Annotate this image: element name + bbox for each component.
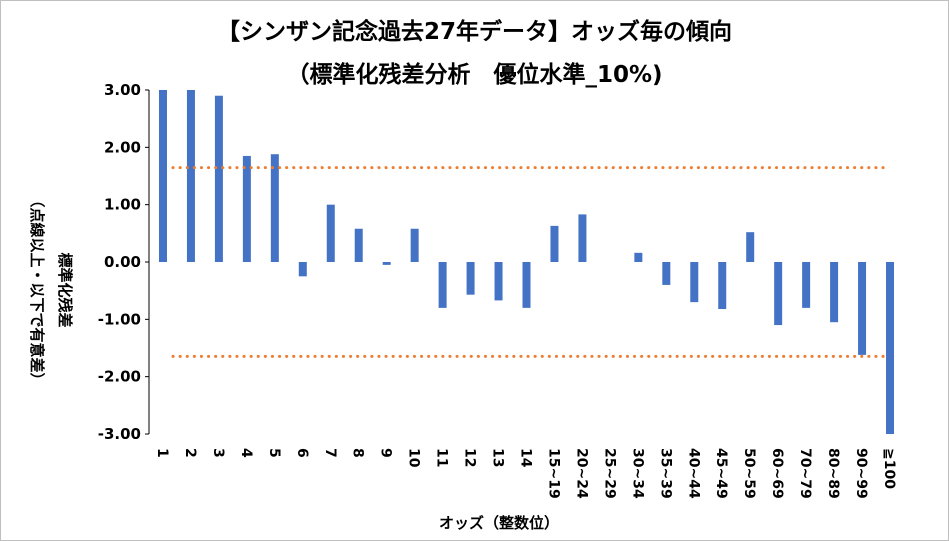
y-tick-label: -1.00 [98, 310, 141, 328]
bar-2 [186, 90, 195, 262]
x-tick-label: 12 [462, 448, 478, 467]
bars-group [158, 90, 895, 434]
y-tick-label: 2.00 [104, 138, 141, 156]
bar-11 [438, 262, 447, 308]
x-tick-label: 40~44 [685, 448, 701, 499]
y-tick-label: -2.00 [98, 368, 141, 386]
x-tick-label: 5 [266, 448, 282, 458]
bar-10 [410, 228, 419, 262]
threshold-lines [171, 166, 890, 358]
chart-title: 【シンザン記念過去27年データ】オッズ毎の傾向 [216, 19, 732, 45]
x-tick-label: 13 [490, 448, 506, 467]
x-tick-label: ≧100 [881, 448, 897, 489]
x-tick-label: 1 [154, 448, 170, 458]
x-tick-label: 90~99 [853, 448, 869, 499]
x-tick-label: 80~89 [825, 448, 841, 499]
x-tick-label: 20~24 [573, 448, 589, 499]
bar-1 [158, 90, 167, 262]
bar-4 [242, 155, 251, 262]
y-axis-title-line1: 標準化残差 [56, 252, 74, 327]
x-tick-label: 35~39 [657, 448, 673, 499]
x-tick-label: 11 [434, 448, 450, 467]
x-tick-label: 4 [238, 448, 254, 458]
x-ticks: 1 2 3 4 5 6 7 8 9 10 11 12 13 14 15~19 20~24 25~29 30~34 3… [154, 448, 897, 499]
y-tick-label: -3.00 [98, 425, 141, 443]
y-tick-label: 0.00 [104, 253, 141, 271]
y-tick-label: 3.00 [104, 81, 141, 99]
bar-15~19 [550, 225, 559, 262]
bar-45~49 [718, 262, 727, 310]
bar-30~34 [634, 252, 643, 262]
bar-60~69 [774, 262, 783, 326]
x-tick-label: 70~79 [797, 448, 813, 499]
bar-3 [214, 95, 223, 262]
x-tick-label: 6 [294, 448, 310, 458]
x-tick-label: 8 [350, 448, 366, 458]
bar-50~59 [746, 232, 755, 262]
bar-5 [270, 154, 279, 262]
x-tick-label: 25~29 [601, 448, 617, 499]
x-tick-label: 2 [182, 448, 198, 458]
chart-subtitle: （標準化残差分析 優位水準_10%) [286, 62, 663, 88]
x-tick-label: 15~19 [545, 448, 561, 499]
x-tick-label: 14 [518, 448, 534, 468]
bar-13 [494, 262, 503, 301]
bar-9 [382, 262, 391, 265]
bar-70~79 [802, 262, 811, 308]
y-ticks: 3.00 2.00 1.00 0.00 -1.00 -2.00 -3.00 [98, 81, 149, 443]
bar-40~44 [690, 262, 699, 303]
x-tick-label: 30~34 [629, 448, 645, 499]
x-tick-label: 10 [406, 448, 422, 468]
bar-20~24 [578, 214, 587, 262]
bar-90~99 [858, 262, 867, 355]
bar-≧100 [886, 262, 895, 434]
x-tick-label: 3 [210, 448, 226, 458]
y-tick-label: 1.00 [104, 196, 141, 214]
x-tick-label: 50~59 [741, 448, 757, 499]
x-axis-title: オッズ（整数位） [439, 514, 559, 532]
bar-7 [326, 204, 335, 262]
bar-8 [354, 228, 363, 262]
x-tick-label: 60~69 [769, 448, 785, 499]
x-tick-label: 9 [378, 448, 394, 458]
y-axis-title-line2: （点線以上・以下で有意差） [28, 192, 46, 387]
bar-12 [466, 262, 475, 295]
bar-14 [522, 262, 531, 308]
bar-80~89 [830, 262, 839, 323]
x-tick-label: 7 [322, 448, 338, 458]
bar-35~39 [662, 262, 671, 285]
bar-6 [298, 262, 307, 277]
x-tick-label: 45~49 [713, 448, 729, 499]
